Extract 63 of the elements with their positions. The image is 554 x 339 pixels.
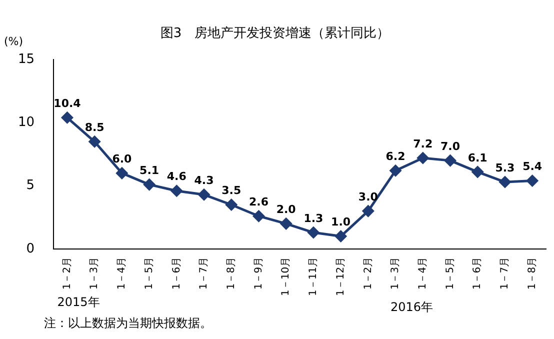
data-label: 1.3 bbox=[304, 212, 324, 225]
data-label: 1.0 bbox=[331, 216, 351, 229]
x-tick-label: 1－2月 bbox=[362, 256, 374, 290]
data-label: 8.5 bbox=[84, 120, 104, 134]
data-label: 10.4 bbox=[54, 97, 82, 110]
text: 2015年 bbox=[57, 295, 100, 310]
point bbox=[198, 188, 210, 200]
point bbox=[499, 176, 511, 188]
x-tick-label: 1－8月 bbox=[226, 256, 237, 290]
data-label: 6.2 bbox=[386, 150, 406, 164]
data-label: 7.2 bbox=[413, 137, 433, 150]
data-label: 4.3 bbox=[194, 174, 214, 188]
data-label: 2.6 bbox=[248, 195, 269, 208]
y-tick-label: 15 bbox=[18, 52, 35, 67]
point bbox=[88, 136, 100, 148]
x-tick-label: 1－5月 bbox=[144, 256, 155, 290]
point bbox=[280, 218, 292, 230]
x-tick-label: 1－4月 bbox=[116, 256, 128, 290]
point bbox=[362, 205, 374, 217]
point bbox=[226, 198, 238, 210]
point bbox=[472, 166, 484, 178]
text: 注：以上数据为当期快报数据。 bbox=[44, 316, 212, 330]
point bbox=[335, 230, 347, 242]
chart-title: 图3 房地产开发投资增速（累计同比） bbox=[160, 25, 390, 42]
data-label: 2.0 bbox=[276, 203, 296, 216]
point bbox=[170, 185, 182, 197]
data-label: 6.0 bbox=[112, 152, 132, 166]
data-label: 7.0 bbox=[440, 140, 460, 153]
data-label: 5.3 bbox=[495, 161, 515, 174]
point bbox=[252, 210, 264, 222]
point bbox=[444, 154, 456, 166]
x-tick-label: 1－10月 bbox=[280, 256, 292, 296]
text: 2016年 bbox=[390, 300, 434, 314]
data-label: 6.1 bbox=[468, 151, 488, 164]
point bbox=[116, 167, 128, 179]
x-tick-label: 1－6月 bbox=[472, 256, 484, 290]
data-label: 5.1 bbox=[140, 164, 160, 177]
x-tick-label: 1－3月 bbox=[390, 256, 402, 290]
x-tick-label: 1－11月 bbox=[308, 256, 320, 296]
data-label: 5.4 bbox=[522, 160, 542, 174]
x-tick-label: 1－4月 bbox=[417, 256, 428, 290]
y-tick-label: 10 bbox=[18, 115, 35, 130]
x-tick-label: 1－12月 bbox=[335, 256, 346, 296]
data-label: 4.6 bbox=[166, 170, 187, 184]
x-tick-label: 1－9月 bbox=[253, 256, 264, 290]
y-tick-label: 0 bbox=[26, 241, 35, 256]
point bbox=[417, 152, 429, 164]
x-tick-label: 1－5月 bbox=[444, 256, 456, 290]
point bbox=[390, 164, 402, 176]
x-tick-label: 1－7月 bbox=[198, 256, 210, 290]
x-tick-label: 1－6月 bbox=[171, 256, 182, 290]
x-tick-label: 1－8月 bbox=[526, 256, 538, 290]
y-axis-title: (%) bbox=[4, 34, 24, 48]
x-tick-label: 1－2月 bbox=[62, 256, 73, 290]
point bbox=[308, 226, 320, 238]
point bbox=[61, 112, 73, 124]
x-tick-label: 1－7月 bbox=[500, 256, 511, 290]
y-tick-label: 5 bbox=[26, 178, 35, 194]
data-label: 3.5 bbox=[222, 184, 242, 198]
point bbox=[144, 178, 156, 190]
data-label: 3.0 bbox=[358, 190, 378, 204]
x-tick-label: 1－3月 bbox=[89, 256, 100, 290]
point bbox=[526, 175, 538, 187]
